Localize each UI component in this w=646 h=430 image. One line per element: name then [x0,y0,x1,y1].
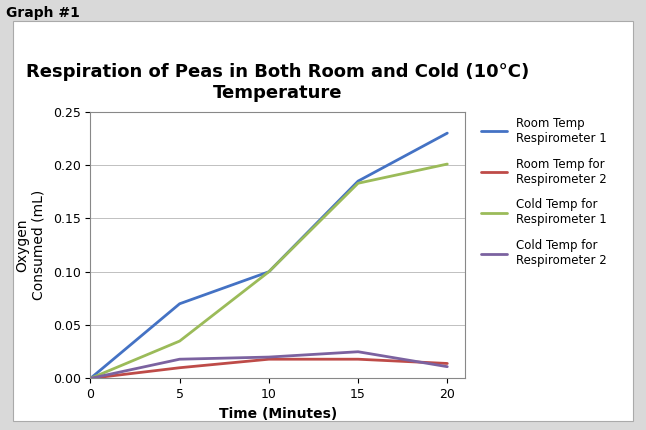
Room Temp for
Respirometer 2 [87,376,94,381]
Cold Temp for
Respirometer 2 [265,354,273,359]
Text: Graph #1: Graph #1 [6,6,80,21]
Cold Temp for
Respirometer 2 [443,364,451,369]
Room Temp for
Respirometer 2 [354,356,362,362]
X-axis label: Time (Minutes): Time (Minutes) [218,407,337,421]
Room Temp
Respirometer 1 [87,376,94,381]
Cold Temp for
Respirometer 1 [354,181,362,186]
Cold Temp for
Respirometer 1 [176,338,183,344]
Line: Cold Temp for
Respirometer 2: Cold Temp for Respirometer 2 [90,352,447,378]
Cold Temp for
Respirometer 2 [176,356,183,362]
Room Temp
Respirometer 1 [265,269,273,274]
Room Temp
Respirometer 1 [443,131,451,136]
Legend: Room Temp
Respirometer 1, Room Temp for
Respirometer 2, Cold Temp for
Respiromet: Room Temp Respirometer 1, Room Temp for … [476,112,612,272]
Cold Temp for
Respirometer 1 [265,269,273,274]
Room Temp for
Respirometer 2 [176,365,183,370]
Room Temp
Respirometer 1 [176,301,183,306]
Cold Temp for
Respirometer 2 [87,376,94,381]
Cold Temp for
Respirometer 2 [354,349,362,354]
Room Temp
Respirometer 1 [354,178,362,184]
Y-axis label: Oxygen
Consumed (mL): Oxygen Consumed (mL) [16,190,46,300]
Line: Room Temp
Respirometer 1: Room Temp Respirometer 1 [90,133,447,378]
Room Temp for
Respirometer 2 [265,356,273,362]
Line: Cold Temp for
Respirometer 1: Cold Temp for Respirometer 1 [90,164,447,378]
Room Temp for
Respirometer 2 [443,361,451,366]
Title: Respiration of Peas in Both Room and Cold (10°C)
Temperature: Respiration of Peas in Both Room and Col… [26,63,530,102]
Cold Temp for
Respirometer 1 [87,376,94,381]
Cold Temp for
Respirometer 1 [443,162,451,167]
Line: Room Temp for
Respirometer 2: Room Temp for Respirometer 2 [90,359,447,378]
